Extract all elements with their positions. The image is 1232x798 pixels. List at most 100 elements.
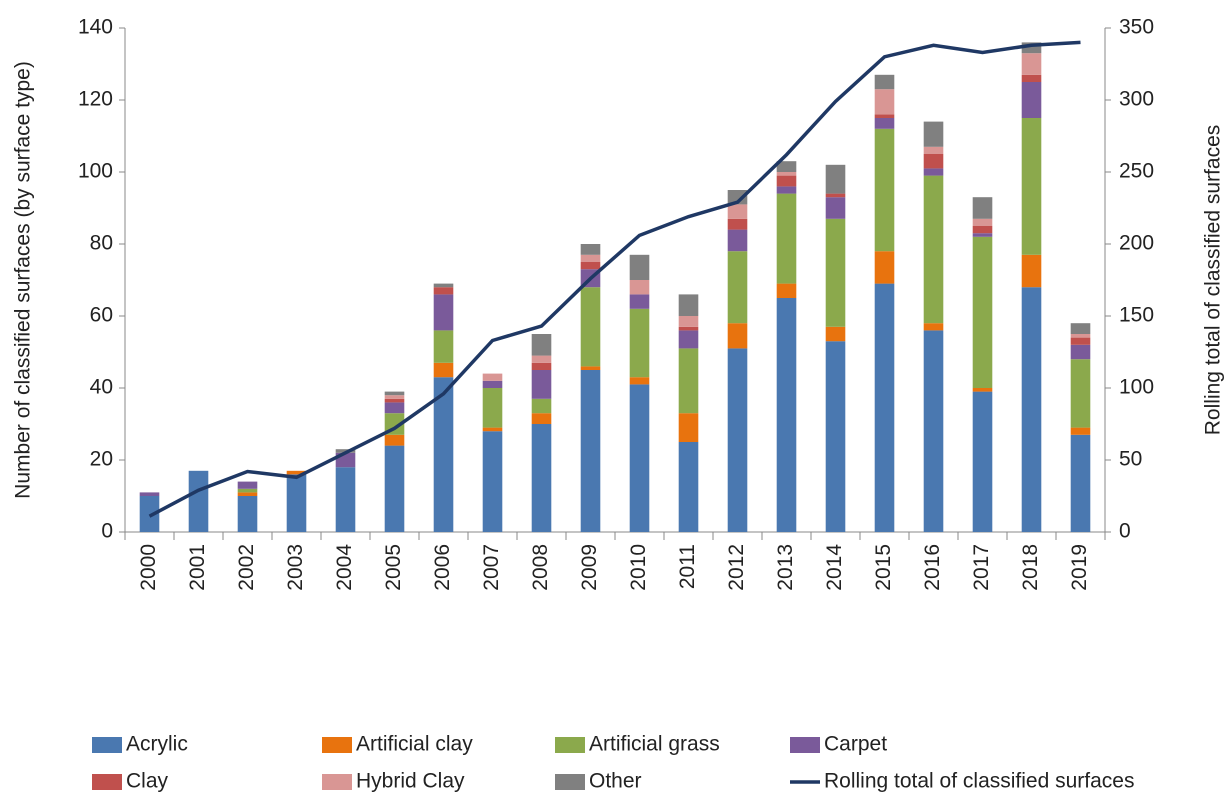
bar-segment: [286, 470, 307, 475]
bar-segment: [923, 330, 944, 532]
legend-label: Rolling total of classified surfaces: [824, 770, 1134, 793]
x-tick-label: 2011: [676, 544, 699, 589]
y-axis-title: Number of classified surfaces (by surfac…: [12, 61, 35, 499]
bar-segment: [1070, 434, 1091, 532]
bar-segment: [286, 474, 307, 532]
bar-segment: [1021, 82, 1042, 118]
bar-segment: [237, 481, 258, 489]
bar-segment: [531, 362, 552, 370]
bar-segment: [629, 384, 650, 532]
legend-label: Other: [589, 770, 642, 793]
bar-segment: [972, 391, 993, 532]
legend-swatch: [790, 737, 820, 753]
legend-label: Artificial clay: [356, 733, 473, 756]
x-tick-label: 2007: [480, 544, 503, 591]
bar-segment: [384, 395, 405, 399]
x-tick-label: 2006: [431, 544, 454, 591]
bar-segment: [678, 348, 699, 414]
bar-segment: [923, 154, 944, 169]
y-tick-label: 140: [78, 16, 113, 39]
bar-segment: [580, 370, 601, 532]
bar-segment: [531, 355, 552, 363]
y2-tick-label: 0: [1119, 520, 1131, 543]
bar-segment: [874, 89, 895, 115]
x-tick-label: 2010: [627, 544, 650, 591]
bar-segment: [482, 388, 503, 428]
legend-swatch: [92, 774, 122, 790]
bar-segment: [923, 146, 944, 154]
y-tick-label: 0: [101, 520, 113, 543]
y-tick-label: 80: [90, 232, 113, 255]
bar-segment: [237, 492, 258, 496]
x-tick-label: 2015: [872, 544, 895, 591]
bar-segment: [923, 175, 944, 324]
bar-segment: [972, 197, 993, 219]
bar-segment: [384, 398, 405, 403]
bar-segment: [825, 218, 846, 327]
y2-tick-label: 300: [1119, 88, 1154, 111]
bar-segment: [384, 434, 405, 446]
bar-segment: [727, 190, 748, 205]
line: [148, 40, 1081, 518]
legend-swatch: [322, 737, 352, 753]
bar-segment: [1021, 42, 1042, 54]
bar-segment: [1021, 118, 1042, 255]
bar-segment: [727, 251, 748, 324]
bar-segment: [1021, 254, 1042, 288]
bar-segment: [678, 294, 699, 316]
legend-swatch: [555, 774, 585, 790]
bar-segment: [629, 377, 650, 385]
y-tick-label: 20: [90, 448, 113, 471]
legend-label: Artificial grass: [589, 733, 720, 756]
bar-segment: [825, 341, 846, 532]
bar-segment: [531, 370, 552, 399]
bar-segment: [776, 193, 797, 284]
bar-segment: [139, 496, 160, 532]
bar-segment: [727, 229, 748, 252]
bar-segment: [972, 226, 993, 234]
x-tick-label: 2003: [284, 544, 307, 591]
bar-segment: [972, 388, 993, 392]
x-tick-label: 2013: [774, 544, 797, 591]
bar-segment: [237, 496, 258, 532]
bar-segment: [776, 172, 797, 176]
y-tick-label: 100: [78, 160, 113, 183]
bar-segment: [1021, 287, 1042, 532]
y2-tick-label: 150: [1119, 304, 1154, 327]
y-tick-label: 40: [90, 376, 113, 399]
bar-segment: [629, 294, 650, 309]
bar-segment: [1070, 344, 1091, 360]
x-tick-label: 2016: [921, 544, 944, 591]
bar-segment: [678, 442, 699, 532]
y2-tick-label: 50: [1119, 448, 1142, 471]
bar-segment: [1021, 74, 1042, 82]
bar-segment: [629, 308, 650, 378]
x-tick-label: 2019: [1068, 544, 1091, 591]
bar-segment: [972, 218, 993, 226]
bar-segment: [531, 334, 552, 356]
bar-segment: [629, 254, 650, 280]
bar-segment: [1070, 323, 1091, 334]
bar-segment: [678, 316, 699, 327]
bar-segment: [580, 262, 601, 270]
bar-segment: [776, 298, 797, 532]
bar-segment: [727, 348, 748, 532]
bar-segment: [727, 218, 748, 230]
bar-segment: [923, 323, 944, 331]
bar-segment: [1070, 334, 1091, 338]
bar-segment: [923, 168, 944, 176]
bar-segment: [874, 283, 895, 532]
bar-segment: [972, 236, 993, 388]
bar-segment: [580, 287, 601, 367]
bar-segment: [678, 326, 699, 331]
bar-segment: [482, 380, 503, 388]
x-tick-label: 2009: [578, 544, 601, 591]
bar-segment: [776, 175, 797, 187]
y-tick-label: 60: [90, 304, 113, 327]
legend-label: Hybrid Clay: [356, 770, 465, 793]
bar-segment: [923, 121, 944, 147]
bar-segment: [727, 204, 748, 219]
x-tick-label: 2014: [823, 544, 846, 591]
x-tick-label: 2005: [382, 544, 405, 591]
